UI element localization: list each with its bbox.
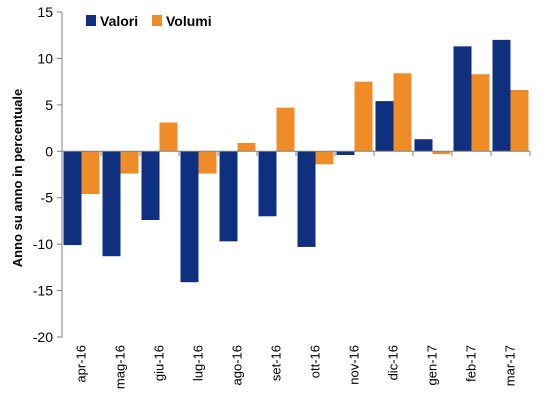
- bar-volumi-mar-17: [510, 90, 529, 152]
- legend: Valori Volumi: [86, 13, 212, 29]
- x-tick-label: giu-16: [152, 345, 167, 381]
- bar-volumi-dic-16: [393, 73, 412, 152]
- y-axis: 15 10 5 0 -5 -10 -15 -20: [33, 4, 63, 345]
- bar-valori-set-16: [258, 151, 277, 217]
- bar-volumi-nov-16: [354, 81, 373, 152]
- bar-valori-gen-17: [414, 139, 433, 152]
- x-tick-label: ago-16: [230, 345, 245, 385]
- x-tick-label: dic-16: [386, 345, 401, 380]
- x-tick-label: mar-17: [503, 345, 518, 386]
- legend-swatch-valori: [86, 15, 96, 26]
- x-tick-label: set-16: [269, 345, 284, 381]
- bar-valori-lug-16: [180, 151, 199, 283]
- x-tick-label: nov-16: [347, 345, 362, 385]
- bar-valori-giu-16: [141, 151, 160, 220]
- x-tick-label: mag-16: [113, 345, 128, 389]
- bar-volumi-ago-16: [237, 142, 256, 152]
- x-tick-label: ott-16: [308, 345, 323, 378]
- y-axis-label: Anno su anno in percentuale: [10, 89, 25, 267]
- bar-volumi-feb-17: [471, 74, 490, 152]
- bar-volumi-set-16: [276, 107, 295, 152]
- x-tick-label: feb-17: [464, 345, 479, 382]
- y-tick-label: -15: [33, 283, 53, 299]
- bar-valori-mag-16: [102, 151, 121, 257]
- bar-valori-feb-17: [453, 46, 472, 152]
- x-tick-label: apr-16: [74, 345, 89, 383]
- y-tick-label: -10: [33, 236, 53, 252]
- bar-valori-ago-16: [219, 151, 238, 242]
- bar-volumi-gen-17: [432, 151, 451, 155]
- bar-valori-mar-17: [492, 39, 511, 152]
- y-tick-label: 5: [45, 97, 53, 113]
- y-tick-label: -5: [41, 190, 54, 206]
- bar-volumi-giu-16: [159, 122, 178, 152]
- y-tick-label: -20: [33, 329, 53, 345]
- x-axis: apr-16 mag-16 giu-16 lug-16 ago-16 set-16 ott-…: [61, 150, 531, 389]
- x-tick-label: lug-16: [191, 345, 206, 381]
- bar-valori-nov-16: [336, 151, 355, 155]
- bar-volumi-mag-16: [120, 151, 139, 174]
- bar-volumi-apr-16: [81, 151, 100, 194]
- bars: [63, 39, 529, 283]
- x-tick-label: gen-17: [425, 345, 440, 385]
- bar-valori-apr-16: [63, 151, 82, 246]
- y-tick-label: 0: [45, 143, 53, 159]
- bar-valori-ott-16: [297, 151, 316, 247]
- bar-volumi-lug-16: [198, 151, 217, 174]
- y-tick-label: 15: [37, 4, 53, 20]
- bar-volumi-ott-16: [315, 151, 334, 165]
- y-tick-label: 10: [37, 50, 53, 66]
- legend-label-volumi: Volumi: [166, 13, 212, 29]
- legend-label-valori: Valori: [100, 13, 138, 29]
- bar-valori-dic-16: [375, 101, 394, 152]
- legend-swatch-volumi: [152, 15, 162, 26]
